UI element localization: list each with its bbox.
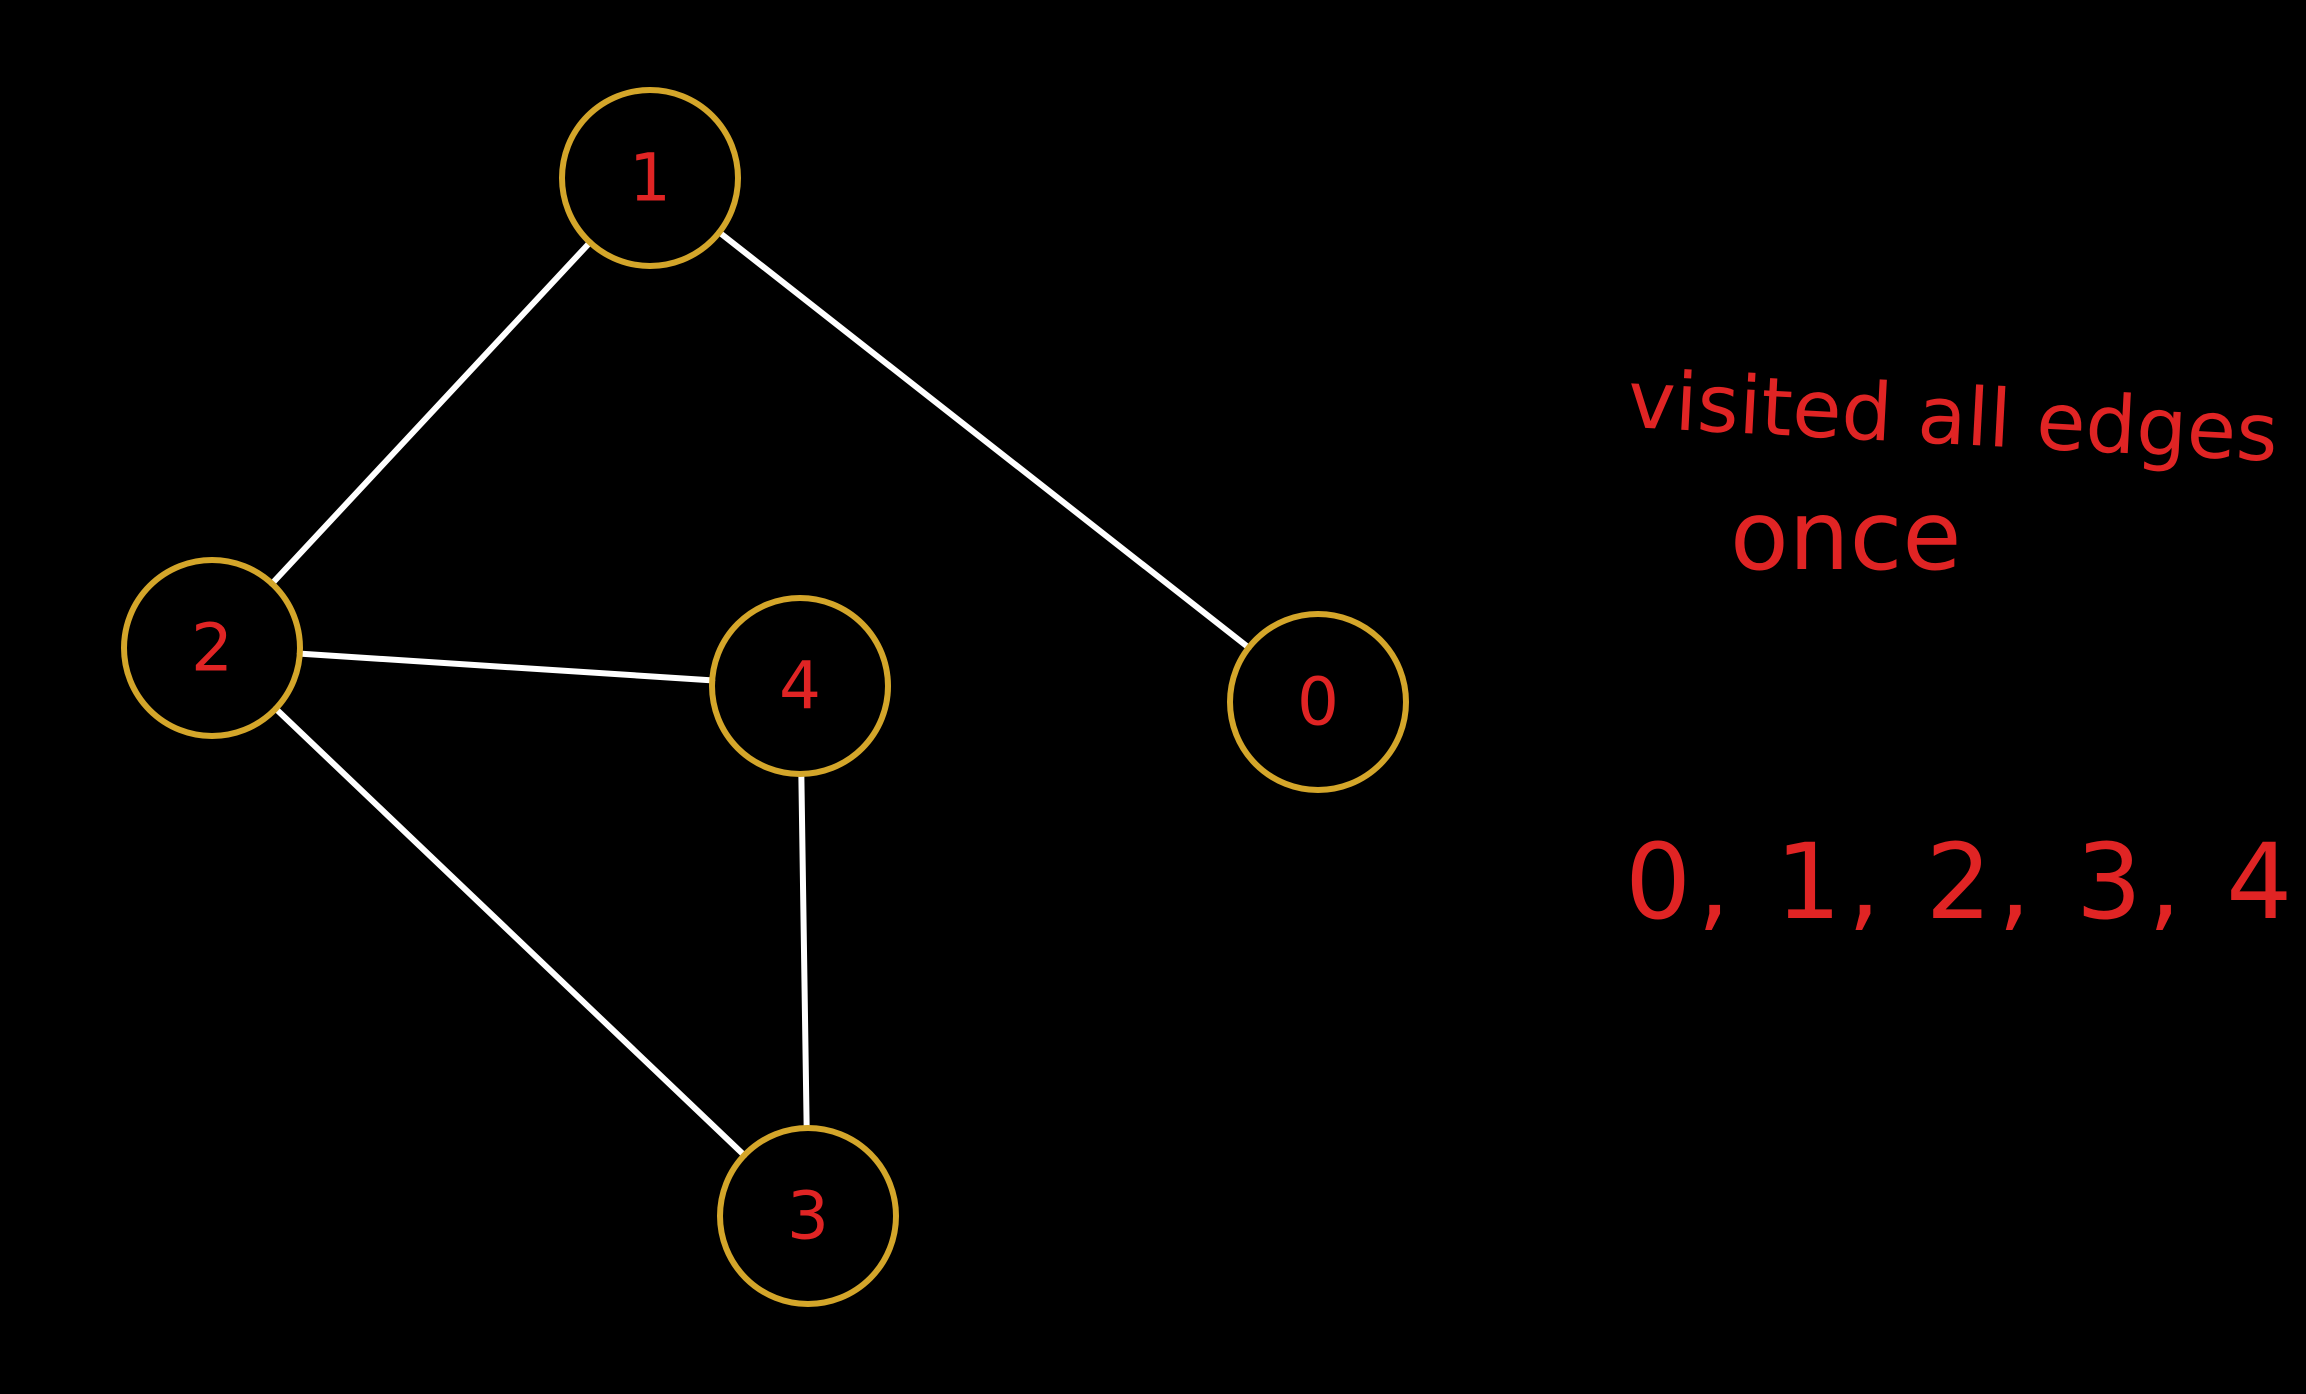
node-2: 2 [121,557,303,739]
node-circle-1 [559,87,741,269]
node-circle-4 [709,595,891,777]
node-4: 4 [709,595,891,777]
edge-2-3 [272,705,748,1159]
node-0: 0 [1227,611,1409,793]
nodes-layer: 0 1 2 3 4 [121,87,1409,1307]
node-label-1: 1 [629,140,671,217]
node-circle-2 [121,557,303,739]
node-label-2: 2 [191,610,233,687]
node-3: 3 [717,1125,899,1307]
edge-1-0 [716,229,1252,651]
edge-1-2 [268,239,594,587]
node-label-4: 4 [779,648,821,725]
node-label-0: 0 [1297,664,1339,741]
edge-4-3 [798,770,810,1132]
node-circle-3 [717,1125,899,1307]
node-label-3: 3 [787,1178,829,1255]
edges-layer [268,229,1252,1159]
node-1: 1 [559,87,741,269]
note-once: once [1730,480,1962,592]
node-circle-0 [1227,611,1409,793]
note-visit-sequence: 0, 1, 2, 3, 4 [1625,821,2299,943]
edge-2-4 [296,650,716,684]
